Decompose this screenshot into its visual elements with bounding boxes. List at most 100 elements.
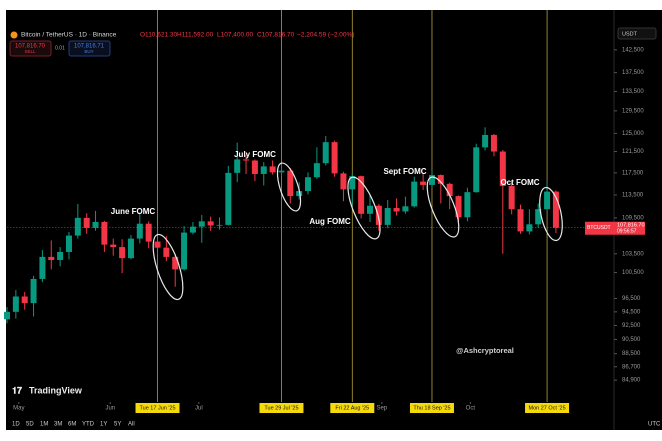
candle-body	[92, 221, 99, 228]
candle-body	[367, 205, 373, 214]
y-tick-label: 100,500	[622, 270, 644, 276]
annotation: Sept FOMC	[383, 167, 426, 176]
spread: 0.01	[55, 45, 65, 51]
range-button[interactable]: 5Y	[114, 422, 121, 428]
symbol-icon	[10, 31, 18, 39]
candle-body	[428, 175, 435, 185]
event-label-box	[525, 403, 570, 413]
watermark: @Ashcryptoreal	[456, 346, 514, 355]
candle-body	[296, 191, 303, 197]
candle-body	[216, 224, 223, 226]
candle-body	[393, 208, 400, 212]
y-tick-label: 129,500	[622, 108, 644, 114]
buy-label: BUY	[84, 49, 93, 54]
ohlc-change: −2,204.59 (−2.00%)	[297, 32, 354, 39]
buy-button[interactable]	[68, 40, 111, 57]
candle-body	[74, 217, 81, 236]
logo-mark: 𝟏𝟕	[12, 385, 22, 395]
candle-body	[110, 244, 117, 248]
price-tag	[585, 221, 615, 235]
range-button[interactable]: 6M	[68, 422, 76, 428]
range-button[interactable]: 1M	[40, 422, 48, 428]
chart-background	[6, 10, 662, 430]
candle-body	[535, 209, 542, 225]
candle-body	[544, 191, 551, 210]
range-button[interactable]: 5D	[26, 422, 34, 428]
candle-body	[251, 160, 258, 174]
candle-body	[517, 209, 524, 232]
event-label-box	[409, 403, 454, 413]
y-tick-label: 103,500	[622, 251, 644, 257]
candle-body	[207, 221, 214, 226]
range-button[interactable]: 1D	[12, 422, 20, 428]
event-label: Thu 18 Sep '25	[413, 405, 450, 411]
ellipse	[539, 186, 563, 242]
range-button[interactable]: YTD	[82, 422, 95, 428]
y-tick-label: 121,500	[622, 149, 644, 155]
brand: TradingView	[29, 385, 83, 395]
annotation: Aug FOMC	[309, 217, 351, 226]
candle-body	[225, 172, 232, 225]
ohlc-low: L107,400.00	[217, 32, 254, 39]
ohlc-high: H111,592.00	[177, 32, 214, 39]
candle-body	[39, 256, 46, 279]
candle-body	[234, 159, 241, 173]
candle-body	[243, 159, 250, 161]
y-tick-label: 137,500	[622, 70, 644, 76]
price-tag-axis	[615, 221, 645, 235]
candle-body	[65, 235, 72, 252]
y-tick-label: 109,500	[622, 215, 644, 221]
event-label: Fri 22 Aug '25	[335, 405, 369, 411]
candle-body	[384, 208, 391, 225]
candle-body	[4, 311, 10, 320]
candle-body	[12, 296, 19, 312]
x-tick-label: Jul	[195, 406, 203, 412]
candle-body	[21, 296, 28, 304]
candle-body	[322, 142, 329, 164]
event-label-box	[135, 403, 180, 413]
candle-body	[127, 238, 134, 259]
y-tick-label: 92,500	[622, 323, 641, 329]
buy-price: 107,816.71	[74, 44, 105, 50]
candle-body	[189, 226, 196, 233]
y-tick-label: 133,500	[622, 89, 644, 95]
event-label-box	[259, 403, 304, 413]
candle-body	[269, 166, 276, 173]
candle-body	[437, 175, 444, 184]
price-tag-value: 107,816.70	[617, 223, 645, 229]
candle-body	[305, 177, 312, 192]
x-tick-label: Sep	[376, 406, 387, 412]
range-button[interactable]: 1Y	[100, 422, 107, 428]
candle-body	[145, 223, 152, 242]
candle-body	[181, 232, 188, 270]
x-tick-label: Jun	[105, 406, 115, 412]
candle-body	[260, 166, 267, 174]
range-button[interactable]: 3M	[54, 422, 62, 428]
annotation: June FOMC	[111, 207, 156, 216]
candle-body	[163, 247, 170, 257]
candle-body	[48, 256, 55, 260]
event-label: Tue 17 Jun '25	[140, 405, 176, 411]
currency-select[interactable]	[617, 27, 657, 40]
event-label: Tue 29 Jul '25	[264, 405, 298, 411]
candle-body	[402, 206, 409, 212]
y-tick-label: 86,700	[622, 364, 641, 370]
candle-body	[331, 142, 338, 174]
timezone: UTC	[648, 422, 661, 428]
candle-body	[172, 256, 179, 270]
x-tick-label: Oct	[466, 406, 476, 412]
y-tick-label: 88,500	[622, 351, 641, 357]
x-tick-label: May	[13, 406, 24, 412]
y-tick-label: 84,900	[622, 378, 641, 384]
sell-button[interactable]	[9, 40, 52, 57]
ohlc-close: C107,816.70	[257, 32, 295, 39]
candle-body	[420, 181, 427, 185]
candle-body	[349, 176, 356, 190]
y-tick-label: 125,000	[622, 131, 644, 137]
candle-body	[119, 247, 126, 259]
range-button[interactable]: All	[128, 422, 135, 428]
candle-body	[136, 223, 143, 239]
candle-body	[57, 251, 64, 260]
chart-title: Bitcoin / TetherUS · 1D · Binance	[21, 32, 117, 39]
